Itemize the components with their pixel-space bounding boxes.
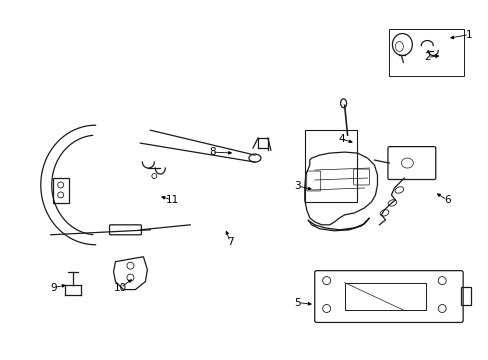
Bar [53, 178, 68, 203]
Text: 2: 2 [423, 53, 430, 63]
Text: 5: 5 [294, 297, 301, 307]
Text: 9: 9 [50, 283, 57, 293]
Text: 4: 4 [338, 134, 344, 144]
Text: 10: 10 [114, 283, 127, 293]
Text: 7: 7 [226, 237, 233, 247]
Bar [344, 283, 426, 310]
Bar [304, 130, 356, 202]
Text: 8: 8 [208, 147, 215, 157]
Text: 1: 1 [465, 30, 471, 40]
Bar [460, 287, 470, 305]
Text: 6: 6 [443, 195, 449, 205]
Bar [388, 28, 463, 76]
Text: 3: 3 [294, 181, 301, 191]
Text: 11: 11 [165, 195, 179, 205]
